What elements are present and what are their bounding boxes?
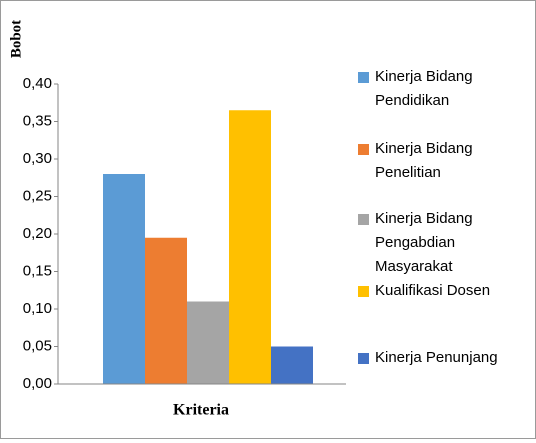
y-tick-label: 0,20: [23, 225, 52, 242]
legend-item: Kinerja Bidang Pengabdian Masyarakat: [358, 207, 533, 279]
y-tick-label: 0,00: [23, 375, 52, 392]
legend-swatch: [358, 144, 369, 155]
y-tick-label: 0,35: [23, 112, 52, 129]
bar: [145, 237, 187, 384]
legend-label: Kinerja Bidang Pendidikan: [375, 68, 473, 109]
legend-label: Kualifikasi Dosen: [375, 282, 491, 299]
legend-swatch: [358, 72, 369, 83]
bar: [187, 301, 229, 384]
bar: [229, 110, 271, 384]
legend-swatch: [358, 214, 369, 225]
y-tick-label: 0,15: [23, 262, 52, 279]
legend-item: Kinerja Bidang Penelitian: [358, 137, 533, 185]
y-tick-label: 0,05: [23, 337, 52, 354]
legend-item: Kinerja Bidang Pendidikan: [358, 65, 533, 113]
x-axis-label: Kriteria: [173, 402, 229, 419]
legend-swatch: [358, 353, 369, 364]
legend-item: Kinerja Penunjang: [358, 346, 533, 370]
legend-swatch: [358, 286, 369, 297]
legend-label: Kinerja Bidang Pengabdian Masyarakat: [375, 210, 473, 275]
legend-item: Kualifikasi Dosen: [358, 279, 533, 303]
y-tick-label: 0,30: [23, 150, 52, 167]
bar: [271, 346, 313, 384]
y-axis-label: Bobot: [8, 20, 24, 58]
y-tick-label: 0,40: [23, 75, 52, 92]
y-tick-label: 0,25: [23, 187, 52, 204]
bar: [103, 174, 145, 384]
y-tick-label: 0,10: [23, 300, 52, 317]
legend-label: Kinerja Bidang Penelitian: [375, 140, 473, 181]
legend-label: Kinerja Penunjang: [375, 349, 498, 366]
